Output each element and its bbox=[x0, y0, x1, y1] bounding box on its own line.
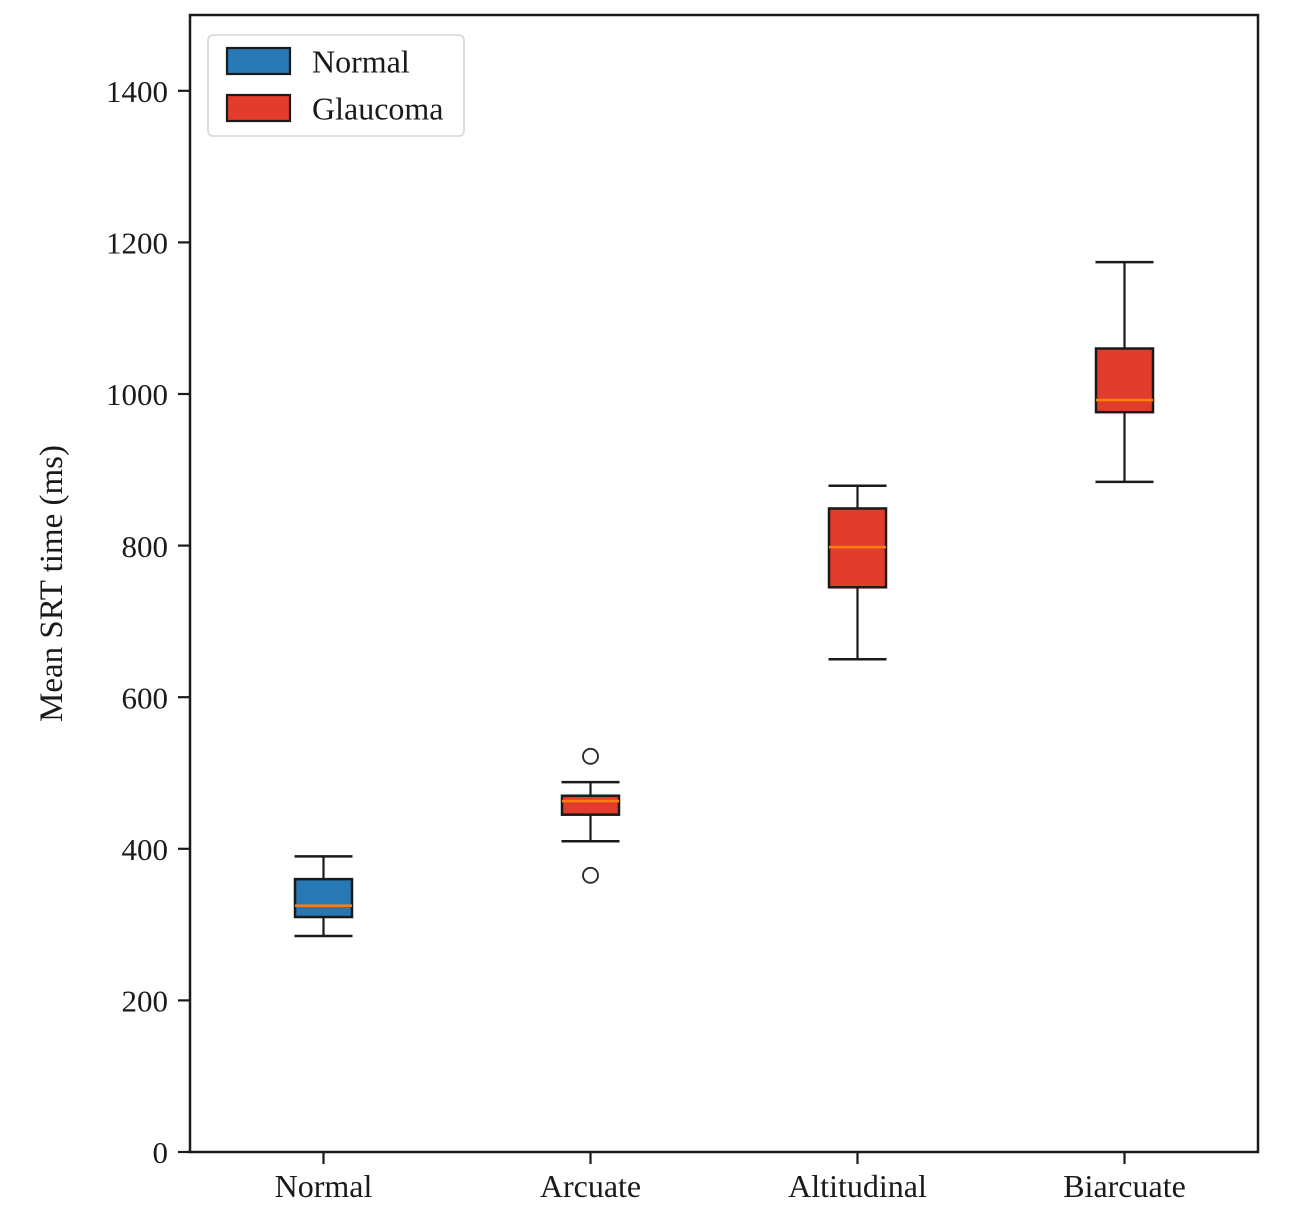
x-tick-label: Biarcuate bbox=[1063, 1168, 1186, 1204]
outlier-arcuate bbox=[582, 866, 599, 884]
legend-swatch-normal bbox=[225, 46, 292, 76]
y-axis-label: Mean SRT time (ms) bbox=[34, 445, 70, 722]
legend-label-glaucoma: Glaucoma bbox=[312, 91, 444, 127]
legend-swatch-glaucoma bbox=[225, 93, 292, 123]
y-tick-label: 400 bbox=[122, 832, 169, 867]
box-biarcuate bbox=[1094, 347, 1155, 414]
y-tick-label: 600 bbox=[122, 680, 169, 715]
legend-label-normal: Normal bbox=[312, 44, 410, 80]
y-tick-label: 1200 bbox=[106, 226, 168, 261]
x-tick-label: Normal bbox=[275, 1168, 373, 1204]
y-tick-label: 0 bbox=[153, 1135, 169, 1170]
y-tick-label: 1400 bbox=[106, 74, 168, 109]
x-tick-label: Altitudinal bbox=[788, 1168, 927, 1204]
box-arcuate bbox=[560, 794, 621, 816]
y-tick-label: 1000 bbox=[106, 377, 168, 412]
y-tick-label: 200 bbox=[122, 984, 169, 1019]
box-normal bbox=[293, 877, 354, 919]
plot-area-spines bbox=[188, 13, 1260, 1154]
y-tick-label: 800 bbox=[122, 529, 169, 564]
outlier-arcuate bbox=[582, 747, 599, 765]
x-tick-label: Arcuate bbox=[540, 1168, 641, 1204]
